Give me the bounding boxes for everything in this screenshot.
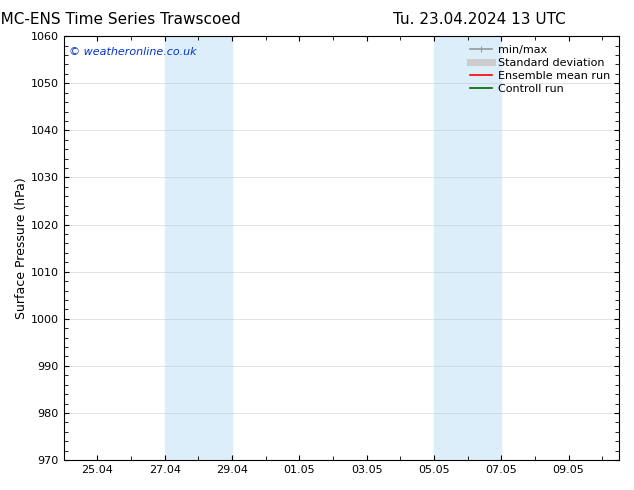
Text: CMC-ENS Time Series Trawscoed: CMC-ENS Time Series Trawscoed [0,12,241,27]
Bar [434,36,501,460]
Text: © weatheronline.co.uk: © weatheronline.co.uk [69,47,197,57]
Y-axis label: Surface Pressure (hPa): Surface Pressure (hPa) [15,177,28,319]
Legend: min/max, Standard deviation, Ensemble mean run, Controll run: min/max, Standard deviation, Ensemble me… [467,42,614,97]
Text: Tu. 23.04.2024 13 UTC: Tu. 23.04.2024 13 UTC [393,12,566,27]
Bar [165,36,232,460]
